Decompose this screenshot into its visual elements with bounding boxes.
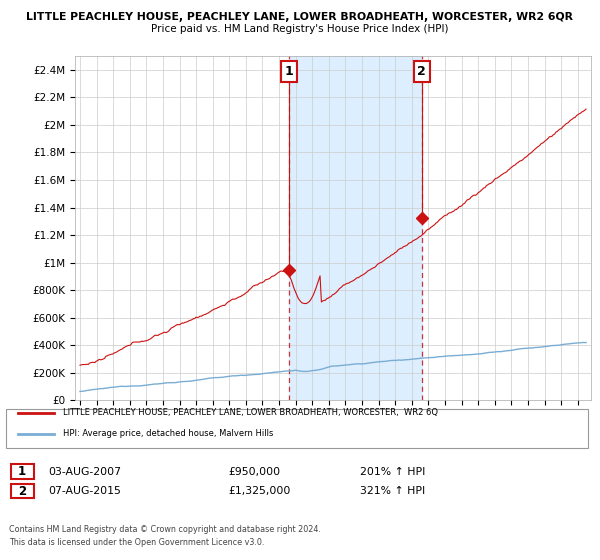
Text: 201% ↑ HPI: 201% ↑ HPI [360,466,425,477]
Text: Price paid vs. HM Land Registry's House Price Index (HPI): Price paid vs. HM Land Registry's House … [151,24,449,34]
Text: 2: 2 [18,484,26,498]
Text: 2: 2 [418,65,426,78]
Text: 1: 1 [18,465,26,478]
Text: HPI: Average price, detached house, Malvern Hills: HPI: Average price, detached house, Malv… [63,430,274,438]
Text: £1,325,000: £1,325,000 [228,486,290,496]
Text: LITTLE PEACHLEY HOUSE, PEACHLEY LANE, LOWER BROADHEATH, WORCESTER,  WR2 6Q: LITTLE PEACHLEY HOUSE, PEACHLEY LANE, LO… [63,408,438,417]
Text: 03-AUG-2007: 03-AUG-2007 [48,466,121,477]
Text: LITTLE PEACHLEY HOUSE, PEACHLEY LANE, LOWER BROADHEATH, WORCESTER, WR2 6QR: LITTLE PEACHLEY HOUSE, PEACHLEY LANE, LO… [26,12,574,22]
Text: Contains HM Land Registry data © Crown copyright and database right 2024.
This d: Contains HM Land Registry data © Crown c… [9,525,321,547]
Text: £950,000: £950,000 [228,466,280,477]
Text: 1: 1 [284,65,293,78]
Text: 07-AUG-2015: 07-AUG-2015 [48,486,121,496]
Text: 321% ↑ HPI: 321% ↑ HPI [360,486,425,496]
Bar [289,56,422,400]
